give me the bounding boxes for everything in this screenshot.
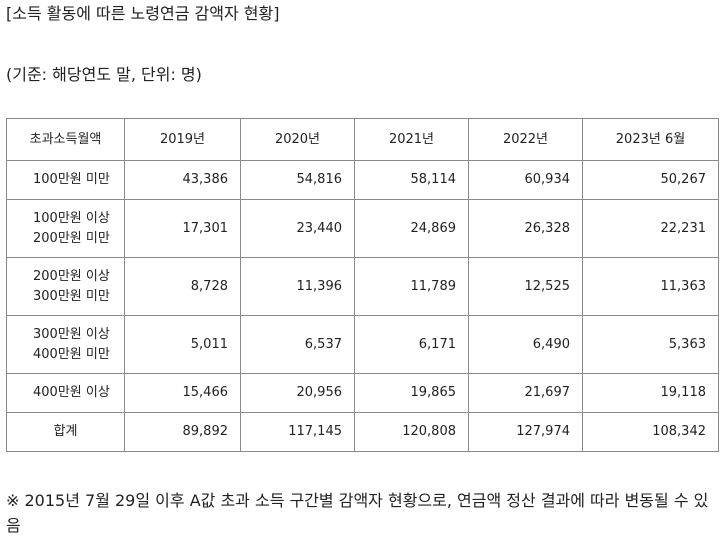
pension-reduction-table: 초과소득월액 2019년 2020년 2021년 2022년 2023년 6월 … [6,118,719,452]
table-cell: 8,728 [124,257,241,316]
table-cell: 26,328 [468,199,583,258]
row-label: 300만원 이상 400만원 미만 [6,315,125,374]
table-cell: 6,171 [354,315,469,374]
row-label: 100만원 미만 [6,160,125,200]
table-row: 100만원 미만 43,386 54,816 58,114 60,934 50,… [6,160,719,200]
table-cell: 50,267 [582,160,719,200]
table-cell: 24,869 [354,199,469,258]
footnote: ※ 2015년 7월 29일 이후 A값 초과 소득 구간별 감액자 현황으로,… [6,491,709,535]
table-cell: 12,525 [468,257,583,316]
table-cell: 11,789 [354,257,469,316]
table-cell: 117,145 [240,412,355,452]
table-cell: 120,808 [354,412,469,452]
table-row: 300만원 이상 400만원 미만 5,011 6,537 6,171 6,490… [6,315,719,374]
table-cell: 11,363 [582,257,719,316]
table-cell: 6,537 [240,315,355,374]
header-2023-june: 2023년 6월 [582,118,719,161]
total-row: 합계 89,892 117,145 120,808 127,974 108,34… [6,412,719,452]
table-cell: 22,231 [582,199,719,258]
table-cell: 5,363 [582,315,719,374]
table-row: 100만원 이상 200만원 미만 17,301 23,440 24,869 26… [6,199,719,258]
row-label: 200만원 이상 300만원 미만 [6,257,125,316]
table-row: 400만원 이상 15,466 20,956 19,865 21,697 19,… [6,373,719,413]
table-cell: 17,301 [124,199,241,258]
table-row: 200만원 이상 300만원 미만 8,728 11,396 11,789 12,… [6,257,719,316]
header-2019: 2019년 [124,118,241,161]
table-cell: 23,440 [240,199,355,258]
table-cell: 127,974 [468,412,583,452]
table-cell: 60,934 [468,160,583,200]
table-cell: 89,892 [124,412,241,452]
unit-note: (기준: 해당연도 말, 단위: 명) [6,65,202,84]
row-label: 100만원 이상 200만원 미만 [6,199,125,258]
table-cell: 6,490 [468,315,583,374]
page-title: [소득 활동에 따른 노령연금 감액자 현황] [6,4,280,23]
table-cell: 20,956 [240,373,355,413]
table-cell: 19,865 [354,373,469,413]
header-2021: 2021년 [354,118,469,161]
table-cell: 54,816 [240,160,355,200]
table-cell: 11,396 [240,257,355,316]
table-cell: 58,114 [354,160,469,200]
table-header-row: 초과소득월액 2019년 2020년 2021년 2022년 2023년 6월 [6,118,719,161]
total-label: 합계 [6,412,125,452]
table-cell: 19,118 [582,373,719,413]
header-2022: 2022년 [468,118,583,161]
table-cell: 5,011 [124,315,241,374]
table-cell: 21,697 [468,373,583,413]
row-label: 400만원 이상 [6,373,125,413]
table-cell: 15,466 [124,373,241,413]
header-2020: 2020년 [240,118,355,161]
table-cell: 108,342 [582,412,719,452]
header-income-bracket: 초과소득월액 [6,118,125,161]
table-cell: 43,386 [124,160,241,200]
